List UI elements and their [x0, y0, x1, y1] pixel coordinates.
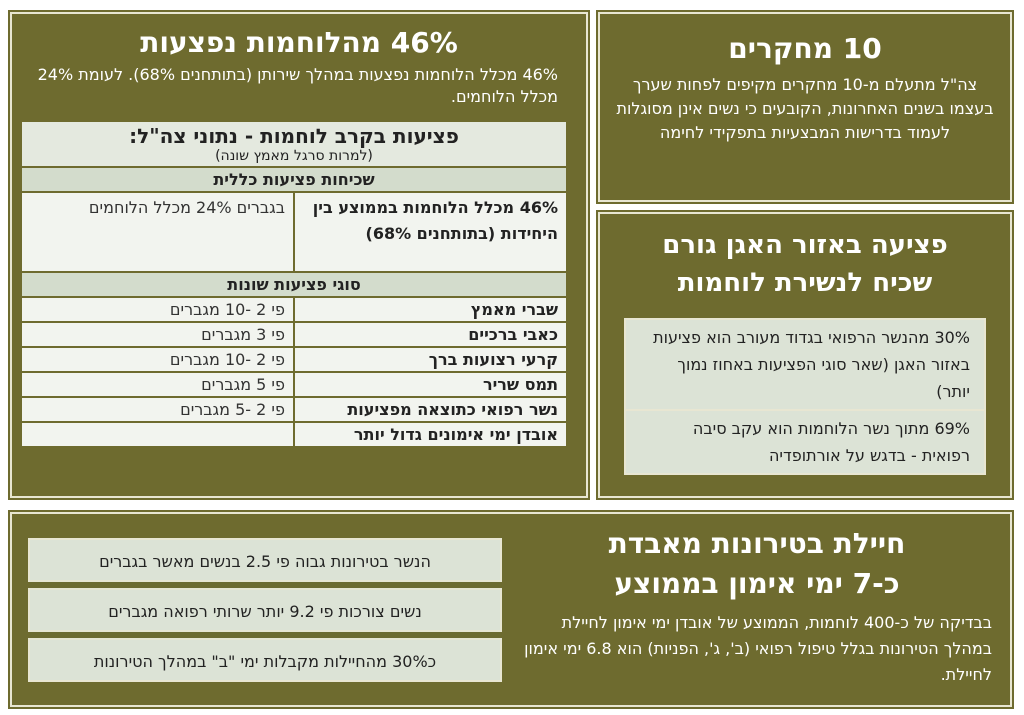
studies-title: 10 מחקרים: [728, 32, 882, 65]
injury-type: שברי מאמץ: [293, 296, 568, 323]
section-injury-types: סוגי פציעות שונות: [20, 271, 568, 298]
training-title-line2: כ-7 ימי אימון בממוצע: [614, 567, 900, 600]
pelvic-stats-box: 30% מהנשר הרפואי בגדוד מעורב הוא פציעות …: [624, 318, 986, 475]
injury-ratio: [20, 421, 295, 448]
table-row: שברי מאמץ פי 2 -10 מגברים: [20, 296, 568, 323]
studies-body: צה"ל מתעלם מ-10 מחקרים מקיפים לפחות שערך…: [616, 75, 994, 142]
pelvic-title-line1: פציעה באזור האגן גורם: [662, 230, 948, 260]
injuries-title: 46% מהלוחמות נפצעות: [140, 26, 458, 59]
injuries-body: 46% מכלל הלוחמות נפצעות במהלך שירותן (בת…: [37, 65, 558, 106]
injury-ratio: פי 5 מגברים: [20, 371, 295, 398]
section-general-injury-rate: שכיחות פציעות כללית: [20, 166, 568, 193]
injury-type: תמס שריר: [293, 371, 568, 398]
table-row: נשר רפואי כתוצאה מפציעות פי 2 -5 מגברים: [20, 396, 568, 423]
injury-ratio: פי 3 מגברים: [20, 321, 295, 348]
table-row: אובדן ימי אימונים גדול יותר: [20, 421, 568, 448]
injury-type: כאבי ברכיים: [293, 321, 568, 348]
injury-type: קרעי רצועות ברך: [293, 346, 568, 373]
training-stat-box: נשים צורכות פי 9.2 יותר שרותי רפואה מגבר…: [28, 588, 502, 632]
injury-type: נשר רפואי כתוצאה מפציעות: [293, 396, 568, 423]
injury-type: אובדן ימי אימונים גדול יותר: [293, 421, 568, 448]
injuries-table-subtitle: (למרות סרגל מאמץ שונה): [215, 148, 373, 164]
injuries-table-title: פציעות בקרב לוחמות - נתוני צה"ל:: [129, 124, 459, 148]
studies-panel: 10 מחקרים צה"ל מתעלם מ-10 מחקרים מקיפים …: [598, 12, 1012, 202]
injury-ratio: פי 2 -10 מגברים: [20, 346, 295, 373]
pelvic-stat-cell: 30% מהנשר הרפואי בגדוד מעורב הוא פציעות …: [626, 320, 984, 411]
training-body: בבדיקה של כ-400 לוחמות, הממוצע של אובדן …: [524, 613, 992, 684]
table-row: תמס שריר פי 5 מגברים: [20, 371, 568, 398]
injury-ratio: פי 2 -10 מגברים: [20, 296, 295, 323]
injuries-table: פציעות בקרב לוחמות - נתוני צה"ל: (למרות …: [20, 120, 568, 448]
table-row: קרעי רצועות ברך פי 2 -10 מגברים: [20, 346, 568, 373]
table-row: כאבי ברכיים פי 3 מגברים: [20, 321, 568, 348]
training-stat-box: כ30% מהחיילות מקבלות ימי "ב" במהלך הטירו…: [28, 638, 502, 682]
general-rate-men: בגברים 24% מכלל הלוחמים: [20, 191, 295, 273]
training-title-line1: חיילת בטירונות מאבדת: [608, 527, 906, 560]
pelvic-title-line2: שכיח לנשירת לוחמות: [677, 268, 933, 298]
training-days-text: חיילת בטירונות מאבדת כ-7 ימי אימון בממוצ…: [522, 524, 992, 688]
pelvic-stat-cell: 69% מתוך נשר הלוחמות הוא עקב סיבה רפואית…: [626, 411, 984, 473]
training-days-panel: חיילת בטירונות מאבדת כ-7 ימי אימון בממוצ…: [10, 512, 1012, 707]
training-stat-box: הנשר בטירונות גבוה פי 2.5 בנשים מאשר בגב…: [28, 538, 502, 582]
general-rate-women: 46% מכלל הלוחמות בממוצע בין היחידות (בתו…: [293, 191, 568, 273]
injury-ratio: פי 2 -5 מגברים: [20, 396, 295, 423]
pelvic-injury-panel: פציעה באזור האגן גורם שכיח לנשירת לוחמות…: [598, 212, 1012, 498]
injuries-table-header: פציעות בקרב לוחמות - נתוני צה"ל: (למרות …: [20, 120, 568, 168]
